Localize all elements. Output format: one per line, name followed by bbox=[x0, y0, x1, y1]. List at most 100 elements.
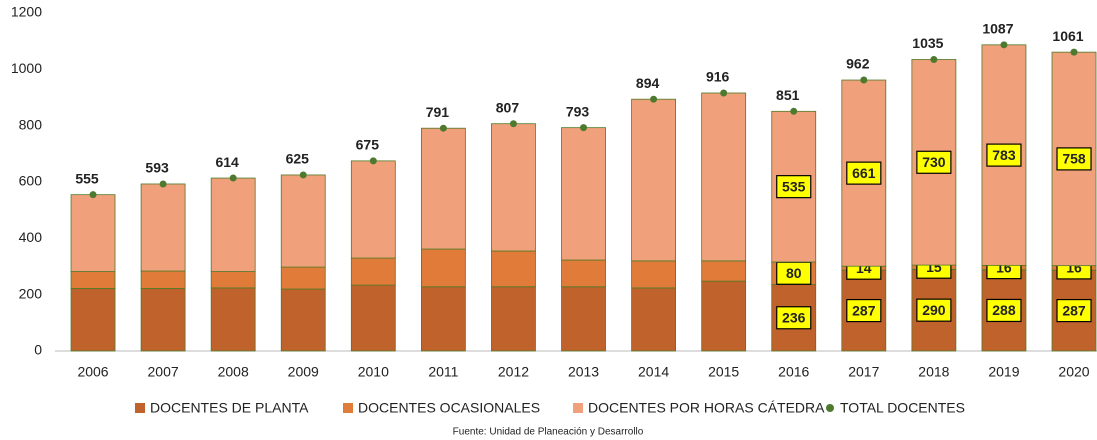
x-tick-label: 2020 bbox=[1058, 364, 1089, 380]
y-tick-label: 600 bbox=[19, 173, 43, 189]
y-tick-label: 0 bbox=[34, 342, 42, 358]
bar-segment bbox=[70, 288, 116, 352]
bar-segment bbox=[420, 248, 466, 288]
bar-segment bbox=[561, 127, 606, 261]
bar-segment bbox=[210, 177, 256, 272]
x-tick-label: 2012 bbox=[498, 364, 529, 380]
total-label: 1035 bbox=[912, 35, 943, 51]
total-marker bbox=[1070, 48, 1078, 56]
data-label: 661 bbox=[852, 165, 876, 181]
bar-segment bbox=[631, 287, 676, 352]
x-tick-label: 2007 bbox=[148, 364, 179, 380]
total-label: 555 bbox=[75, 170, 99, 186]
bar-segment bbox=[210, 271, 256, 289]
x-tick-label: 2008 bbox=[218, 364, 249, 380]
label-box bbox=[776, 306, 812, 330]
label-box bbox=[916, 298, 952, 322]
total-label: 1061 bbox=[1052, 28, 1083, 44]
y-tick-label: 1200 bbox=[11, 4, 42, 20]
data-label: 236 bbox=[782, 309, 806, 325]
total-marker bbox=[580, 124, 588, 132]
total-label: 894 bbox=[636, 75, 660, 91]
data-label: 758 bbox=[1062, 151, 1086, 167]
label-box bbox=[1056, 298, 1092, 323]
x-tick-label: 2010 bbox=[358, 364, 389, 380]
bar-segment bbox=[631, 98, 676, 262]
label-box bbox=[1056, 147, 1092, 171]
total-marker bbox=[509, 120, 517, 128]
data-label: 288 bbox=[992, 302, 1016, 318]
data-label: 80 bbox=[786, 265, 802, 281]
legend-swatch bbox=[573, 403, 583, 413]
bar-segment bbox=[491, 250, 536, 288]
legend-swatch bbox=[135, 403, 145, 413]
bar-segment bbox=[350, 257, 396, 286]
total-marker bbox=[229, 174, 237, 182]
x-tick-label: 2015 bbox=[708, 364, 739, 380]
bar-segment bbox=[280, 266, 326, 290]
x-tick-label: 2018 bbox=[918, 364, 949, 380]
x-tick-label: 2014 bbox=[638, 364, 669, 380]
total-label: 625 bbox=[286, 151, 310, 167]
total-marker bbox=[720, 89, 728, 97]
x-tick-label: 2019 bbox=[988, 364, 1019, 380]
legend-label: DOCENTES OCASIONALES bbox=[358, 400, 540, 416]
bar-segment bbox=[701, 280, 747, 352]
bar-segment bbox=[491, 286, 536, 352]
label-box bbox=[776, 175, 812, 199]
total-marker bbox=[439, 124, 447, 132]
total-label: 916 bbox=[706, 69, 730, 85]
bar-segment bbox=[701, 92, 747, 262]
bar-segment bbox=[491, 123, 536, 252]
legend-label: DOCENTES DE PLANTA bbox=[150, 400, 309, 416]
bar-segment bbox=[561, 259, 606, 288]
legend-swatch bbox=[343, 403, 353, 413]
bar-segment bbox=[140, 288, 186, 352]
bar-segment bbox=[561, 286, 606, 352]
bar-segment bbox=[420, 127, 466, 250]
bar-segment bbox=[420, 286, 466, 352]
total-label: 614 bbox=[215, 154, 239, 170]
bar-segment bbox=[280, 288, 326, 352]
data-label: 290 bbox=[922, 302, 946, 318]
legend-marker bbox=[826, 404, 834, 412]
total-marker bbox=[89, 191, 97, 199]
bar-segment bbox=[140, 270, 186, 289]
y-tick-label: 800 bbox=[19, 116, 43, 132]
total-label: 593 bbox=[145, 160, 169, 176]
total-marker bbox=[1000, 41, 1008, 49]
bar-segment bbox=[210, 287, 256, 352]
bar-segment bbox=[140, 183, 186, 272]
y-tick-label: 400 bbox=[19, 229, 43, 245]
bar-segment bbox=[70, 194, 116, 272]
data-label: 730 bbox=[922, 154, 946, 170]
x-tick-label: 2006 bbox=[77, 364, 108, 380]
data-label: 783 bbox=[992, 147, 1016, 163]
total-label: 807 bbox=[496, 99, 520, 115]
label-box bbox=[916, 150, 952, 174]
legend-label: TOTAL DOCENTES bbox=[840, 400, 965, 416]
x-tick-label: 2017 bbox=[848, 364, 879, 380]
label-box bbox=[986, 298, 1022, 323]
label-box bbox=[846, 298, 882, 323]
data-label: 535 bbox=[782, 178, 806, 194]
label-box bbox=[986, 143, 1022, 167]
x-tick-label: 2016 bbox=[778, 364, 809, 380]
total-label: 851 bbox=[776, 87, 800, 103]
total-label: 962 bbox=[846, 56, 870, 72]
total-label: 1087 bbox=[982, 21, 1013, 37]
total-marker bbox=[299, 171, 307, 179]
y-tick-label: 1000 bbox=[11, 60, 42, 76]
total-label: 791 bbox=[426, 104, 450, 120]
total-marker bbox=[369, 157, 377, 165]
x-tick-label: 2013 bbox=[568, 364, 599, 380]
data-label: 287 bbox=[1062, 302, 1086, 318]
bar-segment bbox=[631, 260, 676, 289]
data-label: 287 bbox=[852, 302, 876, 318]
x-tick-label: 2009 bbox=[288, 364, 319, 380]
bar-segment bbox=[701, 260, 747, 282]
legend-label: DOCENTES POR HORAS CÁTEDRA bbox=[588, 400, 825, 416]
bar-segment bbox=[70, 271, 116, 289]
bar-segment bbox=[350, 284, 396, 352]
